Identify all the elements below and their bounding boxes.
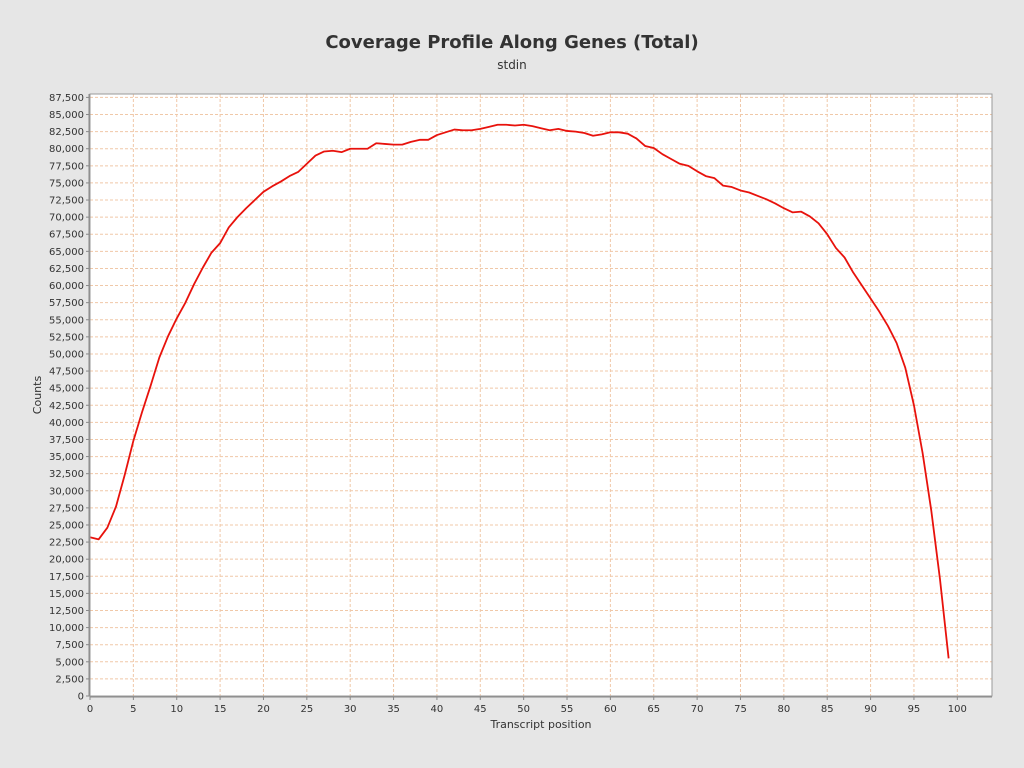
x-tick-label: 75 (734, 704, 747, 715)
y-tick-label: 32,500 (49, 469, 84, 480)
y-tick-label: 10,000 (49, 623, 84, 634)
y-tick-label: 67,500 (49, 230, 84, 241)
y-tick-label: 0 (78, 692, 84, 703)
y-tick-label: 45,000 (49, 384, 84, 395)
y-tick-label: 7,500 (55, 640, 84, 651)
x-tick-label: 100 (948, 704, 967, 715)
x-tick-label: 0 (87, 704, 93, 715)
x-tick-label: 95 (908, 704, 921, 715)
y-tick-label: 2,500 (55, 674, 84, 685)
y-tick-label: 20,000 (49, 555, 84, 566)
y-tick-label: 57,500 (49, 298, 84, 309)
x-tick-label: 85 (821, 704, 834, 715)
x-tick-label: 80 (777, 704, 790, 715)
y-tick-label: 60,000 (49, 281, 84, 292)
x-tick-label: 5 (130, 704, 136, 715)
x-tick-label: 70 (691, 704, 704, 715)
plot-border (89, 93, 993, 697)
y-tick-label: 37,500 (49, 435, 84, 446)
y-axis-label: Counts (31, 376, 44, 415)
chart-title: Coverage Profile Along Genes (Total) (325, 32, 698, 53)
y-tick-label: 30,000 (49, 486, 84, 497)
x-tick-label: 50 (517, 704, 530, 715)
x-tick-label: 90 (864, 704, 877, 715)
axis-layer: 0 2,500 5,000 7,500 10,000 12,500 15,000 17,500… (49, 93, 992, 715)
y-tick-label: 27,500 (49, 503, 84, 514)
x-tick-label: 15 (214, 704, 227, 715)
y-tick-label: 40,000 (49, 418, 84, 429)
y-tick-label: 35,000 (49, 452, 84, 463)
x-axis-label: Transcript position (489, 718, 591, 731)
y-tick-label: 70,000 (49, 213, 84, 224)
x-tick-label: 45 (474, 704, 487, 715)
chart-subtitle: stdin (497, 58, 527, 72)
series-layer (89, 123, 950, 659)
coverage-series-line (89, 123, 950, 659)
plot-area (90, 94, 992, 696)
y-tick-label: 87,500 (49, 93, 84, 104)
y-tick-label: 47,500 (49, 367, 84, 378)
y-tick-label: 62,500 (49, 264, 84, 275)
y-tick-label: 65,000 (49, 247, 84, 258)
y-tick-label: 42,500 (49, 401, 84, 412)
y-tick-label: 82,500 (49, 127, 84, 138)
y-tick-label: 25,000 (49, 520, 84, 531)
y-tick-label: 52,500 (49, 332, 84, 343)
x-tick-label: 65 (647, 704, 660, 715)
y-tick-label: 75,000 (49, 178, 84, 189)
y-tick-label: 22,500 (49, 538, 84, 549)
x-tick-label: 30 (344, 704, 357, 715)
y-tick-label: 80,000 (49, 144, 84, 155)
x-tick-label: 60 (604, 704, 617, 715)
y-tick-label: 5,000 (55, 657, 84, 668)
x-tick-label: 20 (257, 704, 270, 715)
x-tick-label: 10 (170, 704, 183, 715)
y-tick-label: 50,000 (49, 349, 84, 360)
y-tick-label: 55,000 (49, 315, 84, 326)
x-tick-label: 25 (300, 704, 313, 715)
y-tick-label: 12,500 (49, 606, 84, 617)
grid-layer (89, 94, 992, 697)
y-tick-label: 17,500 (49, 572, 84, 583)
x-tick-label: 55 (561, 704, 574, 715)
y-tick-label: 77,500 (49, 161, 84, 172)
y-tick-label: 72,500 (49, 196, 84, 207)
x-tick-label: 40 (431, 704, 444, 715)
y-tick-label: 85,000 (49, 110, 84, 121)
x-tick-label: 35 (387, 704, 400, 715)
y-tick-label: 15,000 (49, 589, 84, 600)
